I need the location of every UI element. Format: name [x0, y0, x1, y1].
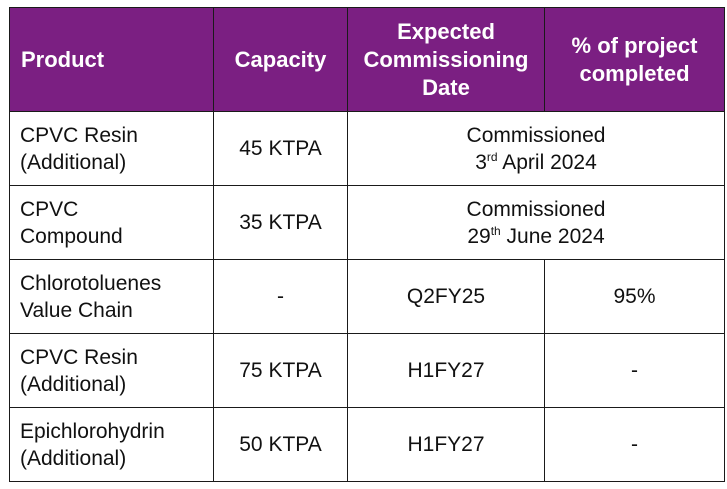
header-date-line3: Date	[422, 74, 470, 100]
capacity-cell: 75 KTPA	[213, 333, 348, 408]
product-qualifier: (Additional)	[20, 372, 127, 396]
product-name: Chlorotoluenes	[20, 271, 162, 295]
product-qualifier: (Additional)	[20, 446, 127, 470]
date-ordinal: th	[490, 223, 501, 238]
capacity-cell: -	[213, 259, 348, 334]
product-cell: CPVC Compound	[9, 185, 214, 260]
product-qualifier: (Additional)	[20, 150, 127, 174]
header-pct-line1: % of project	[571, 32, 698, 58]
status-text: Commissioned	[466, 197, 606, 221]
header-percent-completed: % of project completed	[544, 7, 725, 112]
header-date-line2: Commissioning	[363, 46, 529, 72]
header-product: Product	[9, 7, 214, 112]
status-text: Commissioned	[466, 123, 606, 147]
product-name: CPVC Resin	[20, 123, 138, 147]
date-rest: April 2024	[497, 150, 597, 174]
percent-cell: -	[544, 407, 725, 482]
date-ordinal: rd	[486, 149, 498, 164]
product-cell: Epichlorohydrin (Additional)	[9, 407, 214, 482]
product-name: CPVC	[20, 197, 79, 221]
table-row: CPVC Resin (Additional) 45 KTPA Commissi…	[9, 111, 725, 186]
header-pct-line2: completed	[579, 60, 690, 86]
table-row: Chlorotoluenes Value Chain - Q2FY25 95%	[9, 259, 725, 334]
product-name: Epichlorohydrin	[20, 419, 165, 443]
table-row: CPVC Compound 35 KTPA Commissioned 29th …	[9, 185, 725, 260]
table-row: CPVC Resin (Additional) 75 KTPA H1FY27 -	[9, 333, 725, 408]
capacity-cell: 50 KTPA	[213, 407, 348, 482]
date-cell: Q2FY25	[347, 259, 545, 334]
commissioned-date: 29th June 2024	[348, 223, 724, 250]
product-cell: Chlorotoluenes Value Chain	[9, 259, 214, 334]
table-row: Epichlorohydrin (Additional) 50 KTPA H1F…	[9, 407, 725, 482]
header-date-line1: Expected	[397, 18, 495, 44]
commissioned-date: 3rd April 2024	[348, 149, 724, 176]
product-qualifier: Compound	[20, 224, 123, 248]
product-cell: CPVC Resin (Additional)	[9, 333, 214, 408]
projects-table: Product Capacity Expected Commissioning …	[9, 7, 725, 482]
product-qualifier: Value Chain	[20, 298, 133, 322]
header-row: Product Capacity Expected Commissioning …	[9, 7, 725, 112]
date-cell: H1FY27	[347, 333, 545, 408]
capacity-cell: 45 KTPA	[213, 111, 348, 186]
product-cell: CPVC Resin (Additional)	[9, 111, 214, 186]
header-commissioning-date: Expected Commissioning Date	[347, 7, 545, 112]
percent-cell: 95%	[544, 259, 725, 334]
status-cell: Commissioned 3rd April 2024	[347, 111, 725, 186]
percent-cell: -	[544, 333, 725, 408]
date-day: 29	[467, 224, 491, 248]
header-capacity: Capacity	[213, 7, 348, 112]
date-cell: H1FY27	[347, 407, 545, 482]
date-day: 3	[475, 150, 487, 174]
product-name: CPVC Resin	[20, 345, 138, 369]
status-cell: Commissioned 29th June 2024	[347, 185, 725, 260]
capacity-cell: 35 KTPA	[213, 185, 348, 260]
date-rest: June 2024	[500, 224, 605, 248]
